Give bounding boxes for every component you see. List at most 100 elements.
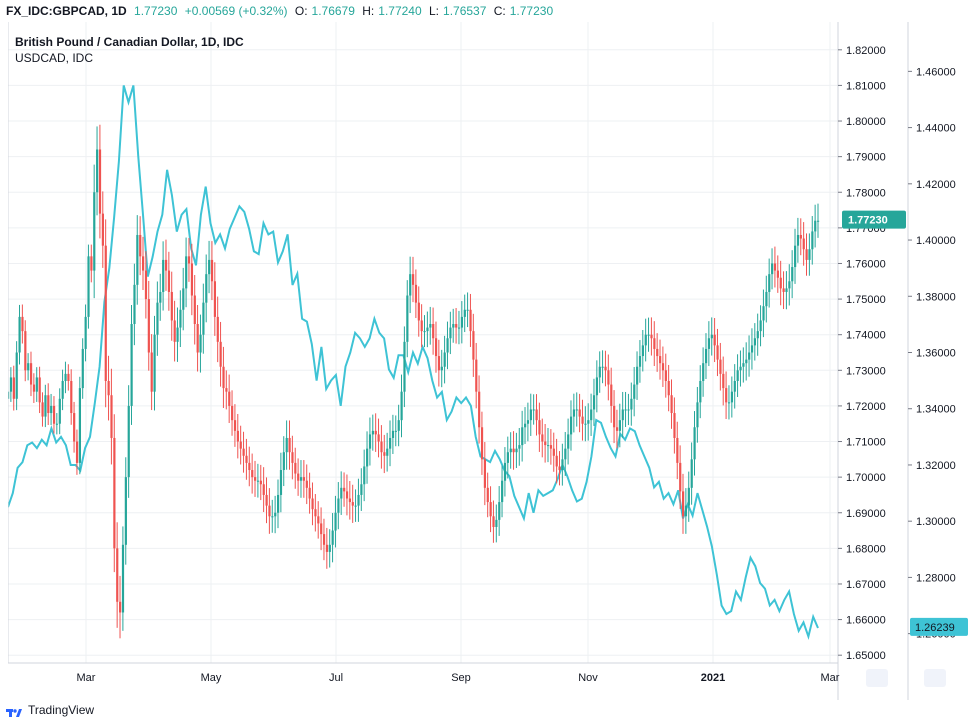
candle-body (480, 427, 484, 460)
candle-body (331, 530, 334, 545)
candle (15, 341, 18, 411)
candle (374, 413, 377, 452)
candle (325, 527, 329, 569)
candle-body (412, 274, 415, 285)
candle-body (127, 405, 130, 478)
candle (391, 414, 395, 454)
candle (210, 241, 214, 301)
chart-area[interactable]: 1.82000 1.81000 1.80000 1.79000 1.78000 1.770… (7, 22, 968, 705)
candle (595, 360, 599, 413)
candle (664, 353, 667, 398)
tradingview-brand[interactable]: TradingView (6, 703, 94, 717)
candle (279, 452, 283, 513)
candle (644, 318, 647, 362)
candle-body (27, 363, 30, 371)
candle-body (768, 274, 771, 292)
candle-body (357, 494, 360, 506)
candle-body (696, 402, 699, 428)
candle-body (368, 434, 372, 449)
candle (29, 351, 33, 397)
candle (205, 254, 208, 323)
candle (584, 406, 587, 442)
candle (67, 364, 70, 391)
candle (762, 289, 765, 338)
y-left-tick-label: 1.74000 (846, 330, 886, 342)
candle (498, 486, 501, 536)
candle (653, 321, 656, 367)
candle (449, 311, 452, 355)
candle (58, 388, 61, 435)
footer: TradingView (0, 700, 968, 721)
candle-body (693, 427, 696, 460)
candle (753, 323, 757, 361)
candle-body (535, 409, 538, 421)
candle (736, 354, 739, 398)
candle (615, 409, 619, 449)
y-left-tick-label: 1.65000 (846, 650, 886, 662)
candle-body (601, 366, 604, 368)
candle (641, 329, 644, 372)
candle (337, 482, 340, 530)
candle-body (190, 263, 194, 296)
y-left-tick-label: 1.82000 (846, 45, 886, 57)
candle (592, 378, 596, 426)
candle-body (139, 234, 142, 257)
y-left-tick-label: 1.69000 (846, 508, 886, 520)
candle (96, 126, 99, 216)
y-left-tick-label: 1.75000 (846, 294, 886, 306)
candle (162, 241, 165, 311)
candle (636, 351, 639, 400)
y-left-tick-label: 1.68000 (846, 543, 886, 555)
candle (613, 390, 616, 444)
symbol-name[interactable]: FX_IDC:GBPCAD, 1D (6, 4, 127, 18)
candle-body (509, 448, 512, 453)
candle (52, 396, 56, 434)
auto-scale-button[interactable] (866, 669, 888, 687)
close-label: C: (493, 4, 506, 18)
candle (722, 356, 725, 406)
chart-svg[interactable]: 1.820001.810001.800001.790001.780001.770… (7, 22, 968, 700)
candle (27, 353, 30, 381)
candle-body (704, 348, 708, 364)
candle (661, 346, 665, 387)
candle (808, 233, 811, 276)
candle-body (733, 380, 736, 392)
candle-body (124, 477, 127, 545)
candle-body (61, 380, 64, 399)
log-scale-button[interactable] (924, 669, 946, 687)
candle (216, 296, 219, 363)
candle (549, 429, 553, 465)
candle (81, 338, 84, 399)
candle-body (779, 277, 782, 289)
candle (463, 294, 466, 333)
candle-body (664, 370, 667, 381)
candle (331, 513, 334, 563)
candle (733, 364, 736, 409)
candle-body (294, 462, 297, 474)
candle (569, 400, 573, 451)
candle-body (173, 320, 176, 342)
candle-body (9, 377, 13, 392)
candle (12, 365, 15, 411)
candle (699, 365, 702, 419)
candle (380, 425, 383, 469)
candle-body (489, 502, 492, 517)
candle-body (366, 448, 369, 467)
candle-body (661, 363, 665, 371)
candle (805, 233, 808, 276)
candle-body (429, 324, 432, 328)
candle-body (788, 281, 791, 289)
candle-body (690, 459, 693, 488)
candle (526, 402, 530, 442)
candle-body (147, 299, 150, 353)
candle-body (55, 423, 59, 425)
candle (633, 367, 636, 417)
candle-body (753, 338, 757, 346)
candle (452, 308, 455, 343)
candle (446, 321, 449, 370)
candle-body (524, 423, 527, 428)
y-left-tick-label: 1.79000 (846, 152, 886, 164)
candle (371, 414, 374, 451)
candle-body (748, 352, 751, 360)
candle-body (742, 363, 745, 367)
